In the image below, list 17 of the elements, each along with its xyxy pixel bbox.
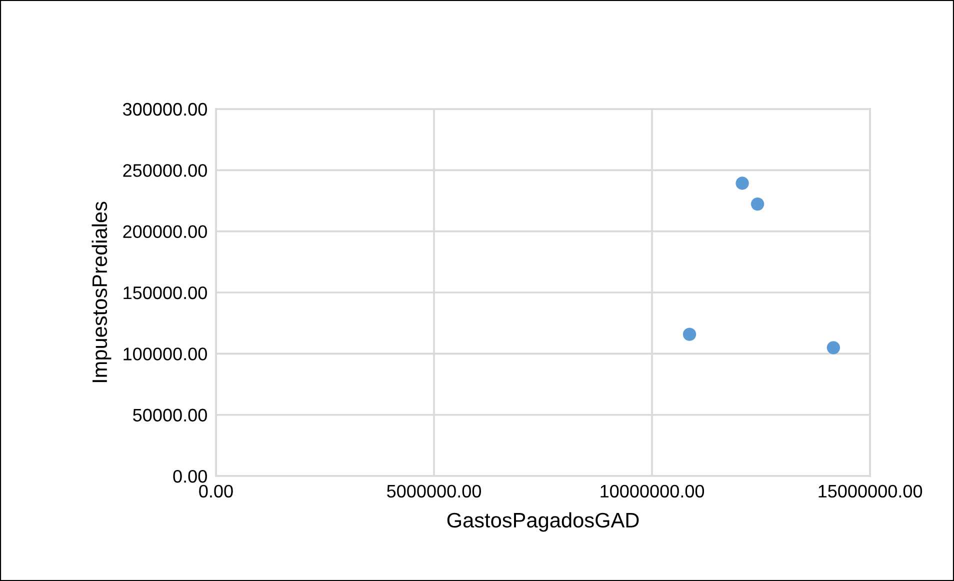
point xyxy=(682,328,696,341)
point xyxy=(750,197,764,211)
x-tick-label: 10000000.00 xyxy=(600,484,704,498)
x-tick-label: 0.00 xyxy=(199,484,233,498)
y-tick-label: 50000.00 xyxy=(133,408,207,422)
y-tick-label: 100000.00 xyxy=(124,348,207,360)
y-tick-label: 200000.00 xyxy=(123,225,207,238)
y-tick-label: 250000.00 xyxy=(123,164,207,177)
y-tick-label: 300000.00 xyxy=(123,102,207,116)
x-axis-title: GastosPagadosGAD xyxy=(447,512,639,532)
y-tick-label: 150000.00 xyxy=(124,286,207,300)
x-tick-label: 5000000.00 xyxy=(387,484,481,498)
x-tick-label: 15000000.00 xyxy=(818,484,922,498)
y-tick-label: 0.00 xyxy=(173,470,207,483)
point xyxy=(826,341,840,354)
y-axis-title: ImpuestosPrediales xyxy=(92,202,112,382)
point xyxy=(736,176,749,190)
